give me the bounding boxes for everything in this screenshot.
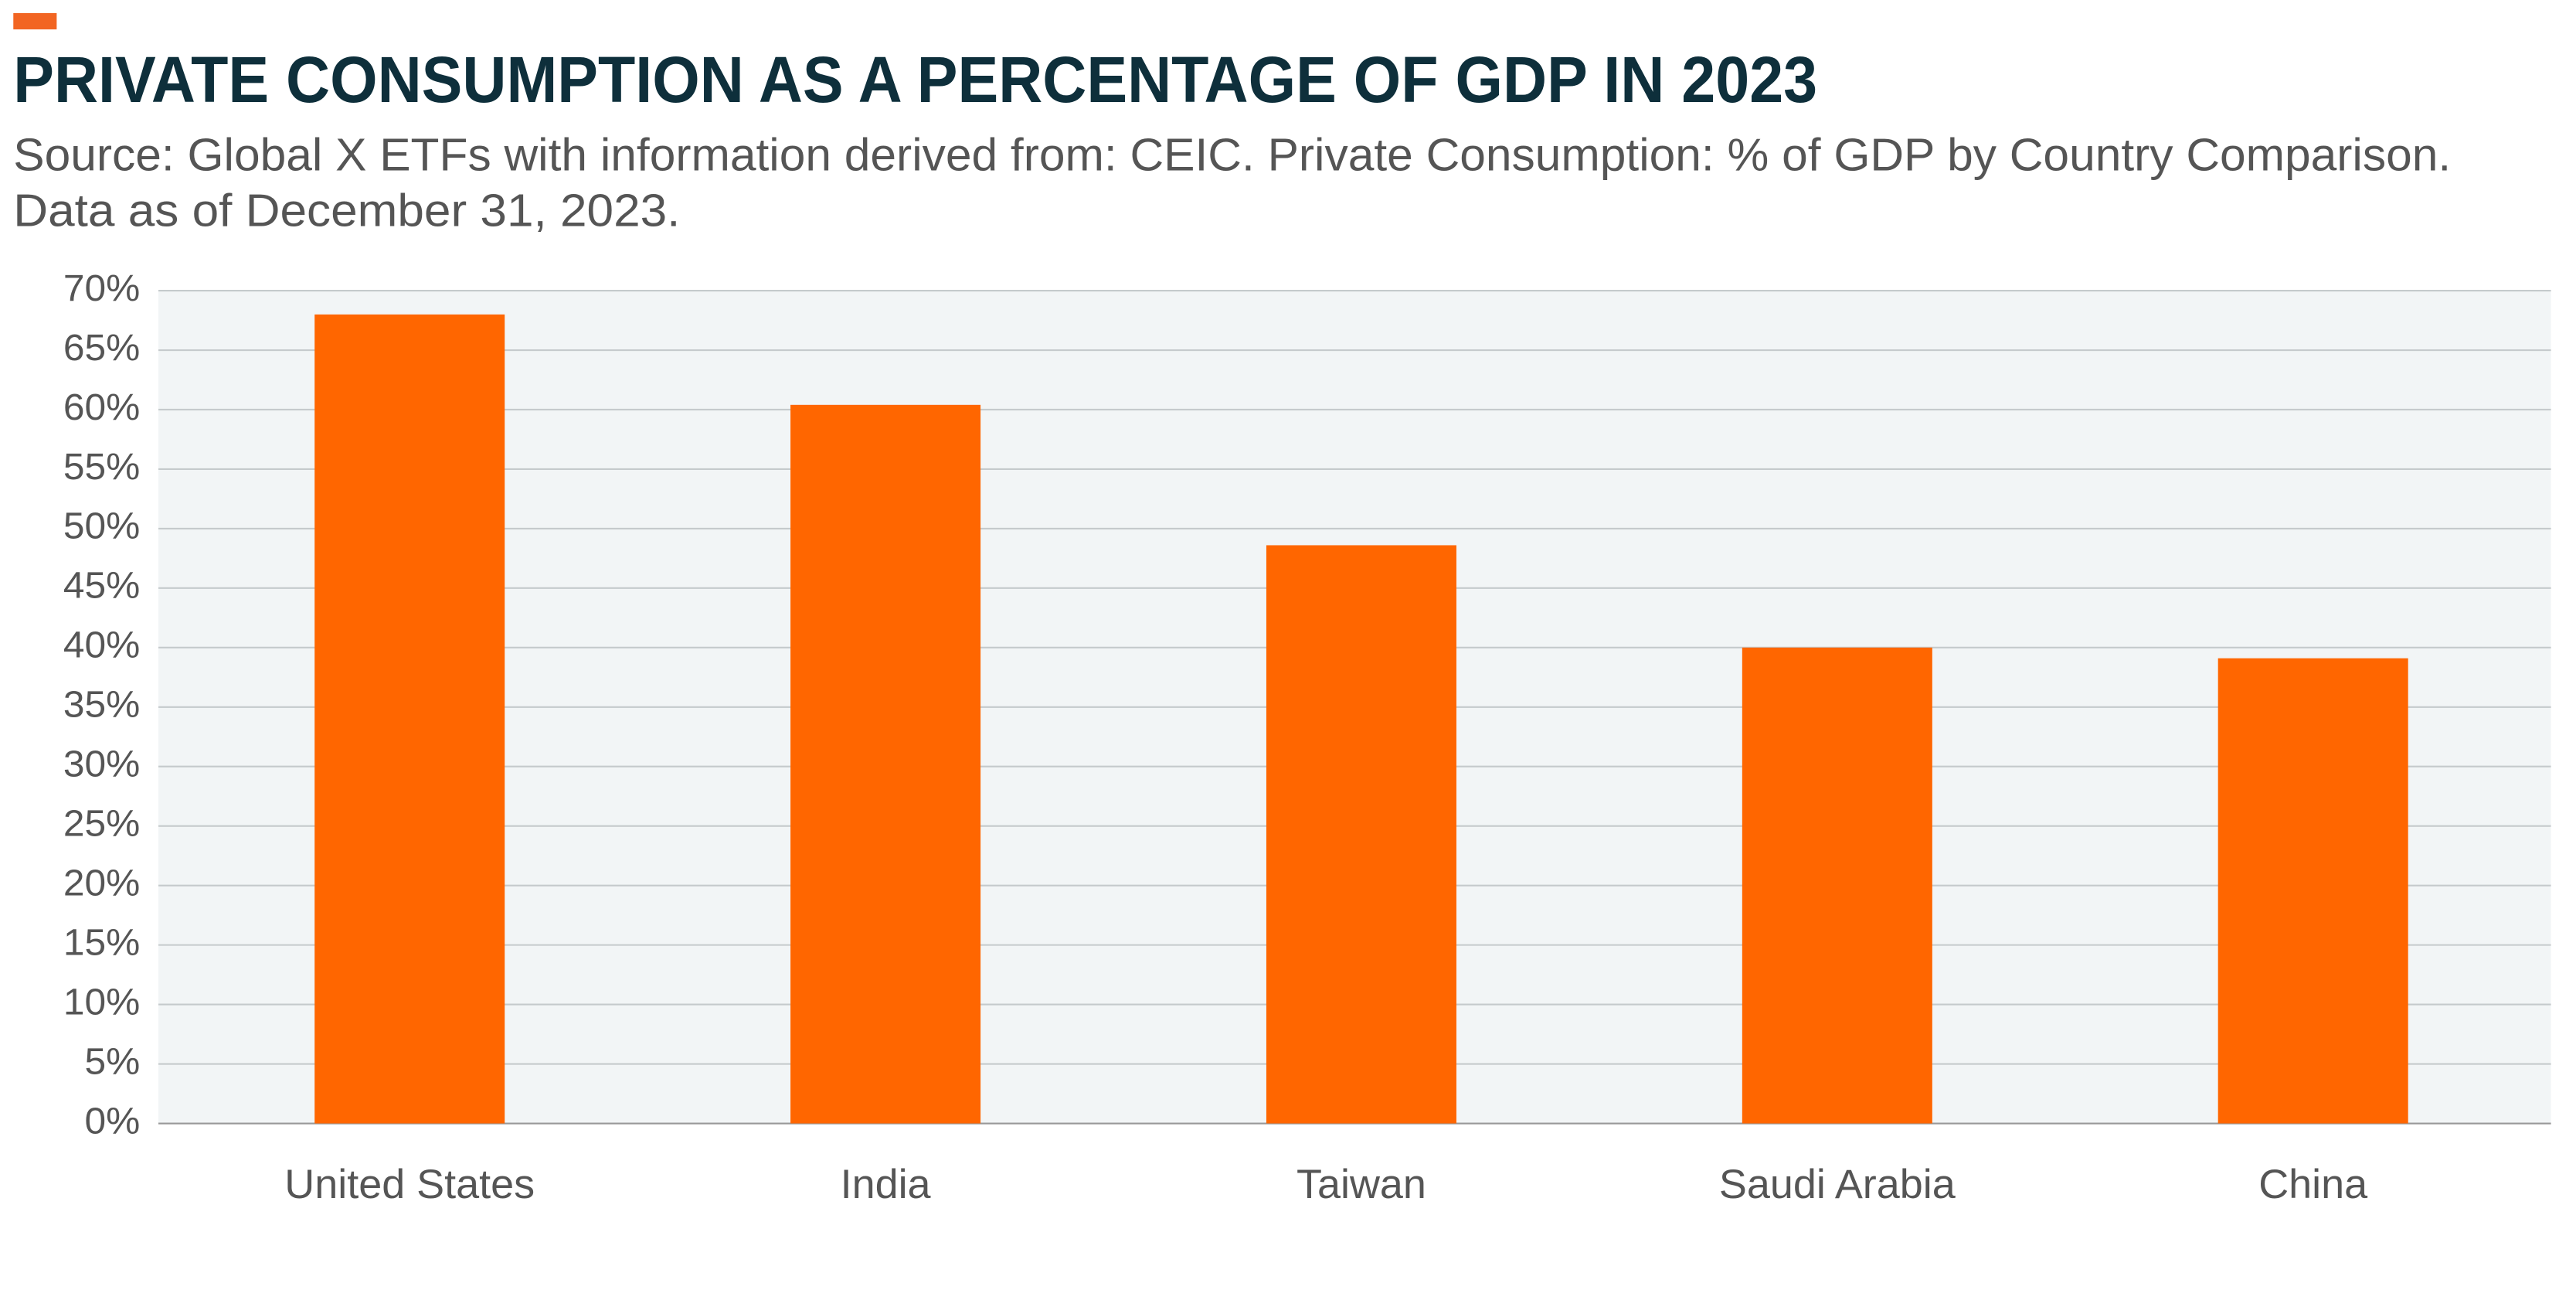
y-tick-label: 5% bbox=[85, 1041, 141, 1082]
y-tick-label: 25% bbox=[63, 803, 140, 844]
y-tick-label: 70% bbox=[63, 267, 140, 308]
x-tick-label: China bbox=[2258, 1162, 2367, 1207]
chart-title: PRIVATE CONSUMPTION AS A PERCENTAGE OF G… bbox=[13, 44, 1817, 117]
bar bbox=[2217, 658, 2408, 1124]
y-tick-label: 60% bbox=[63, 386, 140, 427]
bar bbox=[314, 314, 505, 1124]
y-tick-label: 55% bbox=[63, 446, 140, 487]
chart-subtitle: Source: Global X ETFs with information d… bbox=[13, 129, 2451, 180]
y-tick-label: 15% bbox=[63, 922, 140, 963]
y-tick-label: 40% bbox=[63, 625, 140, 665]
bar bbox=[1266, 545, 1456, 1124]
chart-subtitle: Data as of December 31, 2023. bbox=[13, 185, 680, 236]
x-tick-label: India bbox=[841, 1162, 931, 1207]
y-tick-label: 10% bbox=[63, 982, 140, 1023]
accent-bar bbox=[13, 12, 57, 30]
y-tick-label: 20% bbox=[63, 863, 140, 904]
y-tick-label: 0% bbox=[85, 1101, 141, 1142]
x-tick-label: Taiwan bbox=[1296, 1162, 1426, 1207]
y-tick-label: 50% bbox=[63, 505, 140, 546]
x-tick-label: Saudi Arabia bbox=[1719, 1162, 1956, 1207]
y-tick-label: 30% bbox=[63, 744, 140, 785]
y-tick-label: 35% bbox=[63, 684, 140, 725]
y-tick-label: 65% bbox=[63, 327, 140, 368]
bar bbox=[790, 404, 981, 1124]
x-tick-label: United States bbox=[284, 1162, 535, 1207]
bar bbox=[1742, 647, 1932, 1124]
y-tick-label: 45% bbox=[63, 565, 140, 606]
